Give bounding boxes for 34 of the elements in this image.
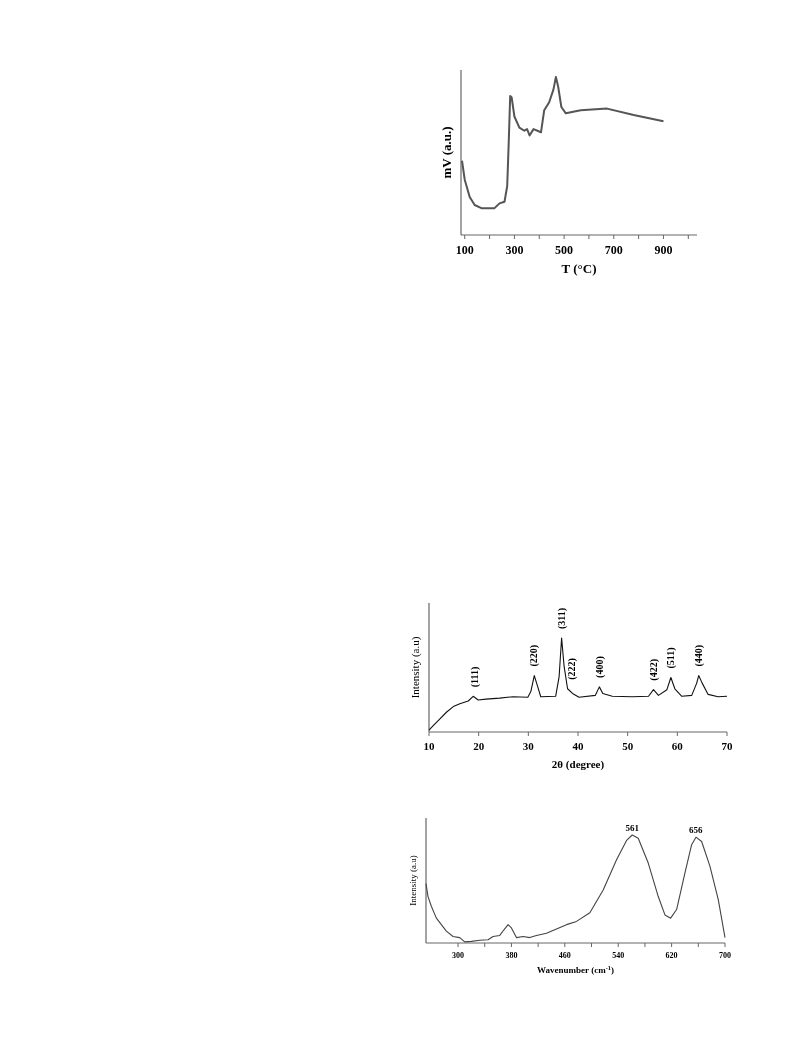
annotation: (511) (664, 647, 677, 669)
x-axis-title: 2θ (degree) (551, 758, 605, 771)
x-tick-label: 300 (452, 951, 465, 960)
x-tick-label: 10 (423, 740, 435, 752)
annotation: 561 (625, 823, 640, 833)
x-axis-title: T (°C) (561, 261, 597, 276)
x-axis-title: Wavenumber (cm$^{-1}$) (537, 963, 614, 975)
x-tick-label: 620 (665, 951, 678, 960)
x-tick-label: 700 (604, 243, 623, 257)
x-tick-label: 60 (671, 740, 684, 752)
x-tick-label: 50 (622, 740, 634, 752)
x-tick-label: 500 (555, 243, 574, 257)
annotation: (400) (593, 656, 606, 678)
x-tick-label: 380 (505, 951, 518, 960)
annotation: (220) (528, 644, 541, 667)
annotation: (422) (647, 659, 660, 681)
x-tick-label: 20 (473, 740, 485, 752)
x-tick-label: 100 (455, 243, 474, 257)
y-axis-title: mV (a.u.) (439, 126, 454, 179)
x-tick-label: 900 (654, 243, 673, 257)
x-tick-label: 40 (572, 740, 584, 752)
x-tick-label: 300 (505, 243, 524, 257)
annotation: 656 (688, 825, 703, 836)
x-tick-label: 30 (522, 740, 535, 752)
x-tick-label: 540 (612, 951, 625, 960)
annotation: (222) (566, 658, 579, 680)
x-tick-label: 700 (719, 951, 731, 960)
annotation: (311) (555, 607, 568, 629)
y-axis-title: Intensity (a.u) (409, 636, 422, 699)
y-axis-title: Intensity (a.u) (408, 855, 418, 906)
annotation: (111) (468, 666, 481, 688)
annotation: (440) (692, 644, 705, 667)
x-tick-label: 460 (558, 951, 571, 960)
x-tick-label: 70 (721, 740, 733, 752)
